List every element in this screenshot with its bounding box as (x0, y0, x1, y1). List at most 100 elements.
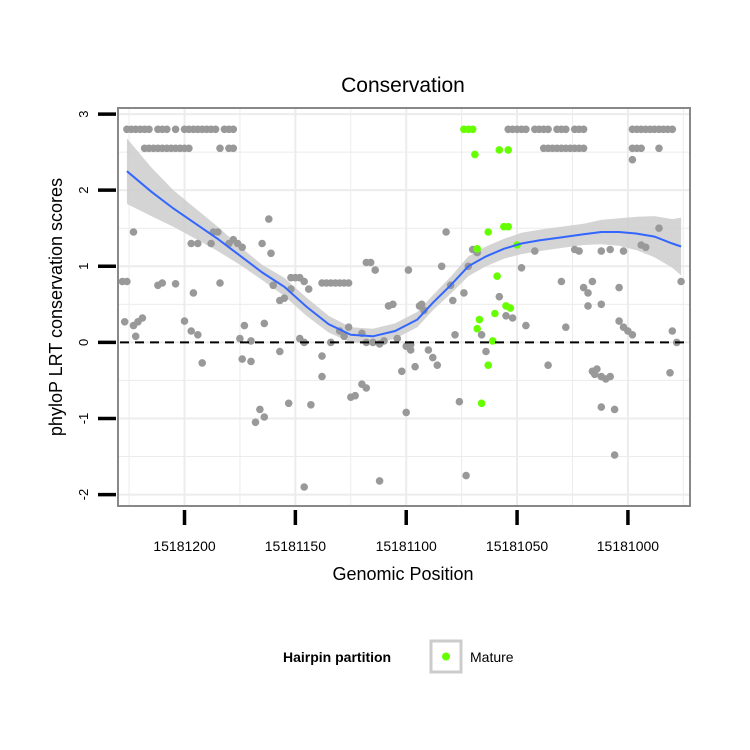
point-mature (477, 399, 486, 408)
point-other (211, 125, 220, 134)
confidence-ribbon-layer (126, 138, 682, 344)
x-tick-label: 15181200 (153, 538, 216, 554)
point-mature (488, 337, 497, 345)
point-other (138, 314, 147, 322)
x-tick-label: 15181100 (376, 538, 437, 554)
point-other (318, 352, 326, 360)
point-other (284, 399, 293, 408)
point-other (455, 397, 464, 406)
panel-background (118, 108, 690, 506)
point-other (584, 302, 592, 310)
point-other (628, 331, 637, 339)
point-other (276, 347, 284, 356)
point-other (668, 327, 677, 335)
point-other (517, 264, 526, 272)
point-other (260, 413, 269, 421)
point-other (187, 327, 195, 335)
point-other (429, 353, 437, 362)
point-other (424, 346, 433, 354)
point-other (398, 367, 406, 376)
point-other (628, 155, 637, 164)
point-other (442, 228, 450, 236)
point-other (402, 408, 411, 417)
point-mature (504, 222, 512, 231)
point-other (615, 283, 623, 292)
y-tick-label: 2 (76, 187, 91, 194)
points-layer (118, 125, 685, 491)
point-other (588, 277, 597, 286)
legend-title: Hairpin partition (283, 649, 391, 665)
point-other (267, 249, 275, 258)
point-other (597, 247, 606, 255)
point-other (269, 281, 278, 290)
point-other (606, 245, 614, 254)
point-other (619, 247, 628, 255)
plot-panel (117, 107, 691, 507)
point-other (240, 321, 249, 330)
y-tick-label: -2 (76, 489, 91, 501)
point-other (557, 277, 566, 286)
point-other (258, 239, 266, 248)
x-axis-title: Genomic Position (332, 564, 473, 584)
point-other (579, 283, 588, 292)
point-mature (504, 146, 512, 154)
y-axis: -2 -1 0 1 2 3 (76, 110, 116, 500)
point-other (251, 418, 260, 427)
point-other (411, 362, 419, 371)
point-other (584, 289, 592, 297)
point-other (610, 451, 619, 459)
y-tick-label: 3 (76, 110, 91, 117)
y-tick-label: -1 (76, 413, 91, 425)
legend-mature-dot (442, 652, 450, 661)
point-mature (475, 315, 484, 324)
point-other (668, 125, 677, 134)
confidence-ribbon (126, 138, 682, 344)
point-other (344, 323, 353, 332)
point-other (307, 401, 315, 409)
point-other (362, 384, 371, 392)
point-other (260, 319, 269, 328)
point-other (641, 243, 650, 252)
point-other (371, 266, 380, 274)
point-other (366, 258, 375, 267)
point-other (437, 262, 446, 271)
point-other (120, 318, 129, 326)
point-other (666, 369, 674, 377)
point-mature (484, 228, 493, 236)
chart-title: Conservation (341, 74, 465, 97)
point-other (198, 359, 206, 367)
point-other (216, 144, 224, 153)
point-other (340, 332, 348, 341)
point-other (393, 334, 402, 343)
point-other (265, 215, 273, 223)
x-tick-label: 15181150 (265, 538, 326, 554)
y-tick-label: 1 (76, 263, 91, 270)
point-other (207, 239, 215, 248)
point-other (194, 239, 202, 248)
point-other (236, 334, 244, 343)
point-other (522, 125, 530, 134)
y-axis-title: phyloP LRT conservation scores (46, 178, 66, 436)
point-other (477, 331, 486, 339)
point-other (247, 357, 255, 366)
point-mature (473, 324, 482, 333)
point-mature (468, 125, 477, 134)
point-other (229, 125, 238, 134)
point-other (451, 331, 459, 339)
point-other (562, 125, 570, 134)
point-other (420, 306, 428, 315)
point-other (579, 125, 588, 134)
point-other (300, 483, 309, 491)
point-other (163, 125, 171, 134)
point-other (460, 289, 468, 297)
point-other (508, 314, 517, 322)
loess-smooth-line (126, 170, 682, 338)
point-other (216, 279, 224, 287)
point-other (575, 247, 583, 255)
point-other (495, 292, 504, 301)
x-tick-label: 15181050 (486, 538, 549, 554)
gridlines (118, 108, 690, 506)
point-other (171, 280, 180, 288)
point-other (522, 321, 530, 330)
